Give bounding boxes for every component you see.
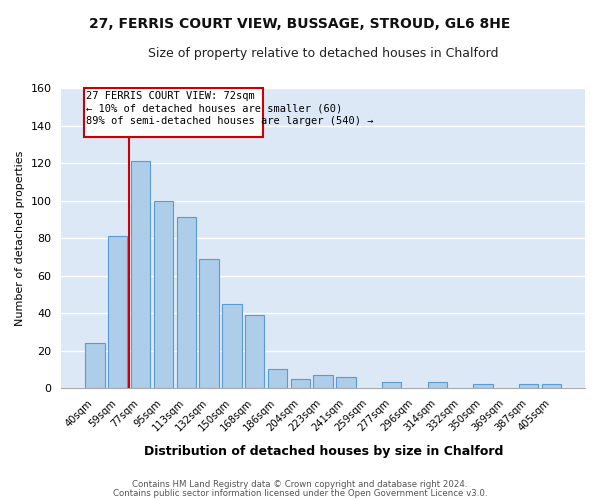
Bar (85, 343, 104, 388)
Bar (245, 315, 265, 388)
Text: ← 10% of detached houses are smaller (60): ← 10% of detached houses are smaller (60… (86, 103, 343, 113)
Bar (108, 236, 127, 388)
Bar (519, 384, 538, 388)
Bar (542, 384, 561, 388)
Text: 89% of semi-detached houses are larger (540) →: 89% of semi-detached houses are larger (… (86, 116, 374, 126)
Bar (290, 378, 310, 388)
Bar (428, 382, 447, 388)
Title: Size of property relative to detached houses in Chalford: Size of property relative to detached ho… (148, 48, 499, 60)
Bar (154, 200, 173, 388)
FancyBboxPatch shape (84, 88, 263, 137)
Text: Contains HM Land Registry data © Crown copyright and database right 2024.: Contains HM Land Registry data © Crown c… (132, 480, 468, 489)
Bar (473, 384, 493, 388)
Bar (222, 304, 242, 388)
X-axis label: Distribution of detached houses by size in Chalford: Distribution of detached houses by size … (143, 444, 503, 458)
Text: Contains public sector information licensed under the Open Government Licence v3: Contains public sector information licen… (113, 488, 487, 498)
Text: 27, FERRIS COURT VIEW, BUSSAGE, STROUD, GL6 8HE: 27, FERRIS COURT VIEW, BUSSAGE, STROUD, … (89, 18, 511, 32)
Text: 27 FERRIS COURT VIEW: 72sqm: 27 FERRIS COURT VIEW: 72sqm (86, 91, 255, 101)
Bar (382, 382, 401, 388)
Bar (131, 161, 150, 388)
Bar (268, 370, 287, 388)
Bar (313, 375, 333, 388)
Bar (176, 218, 196, 388)
Bar (199, 258, 219, 388)
Y-axis label: Number of detached properties: Number of detached properties (15, 150, 25, 326)
Bar (337, 377, 356, 388)
